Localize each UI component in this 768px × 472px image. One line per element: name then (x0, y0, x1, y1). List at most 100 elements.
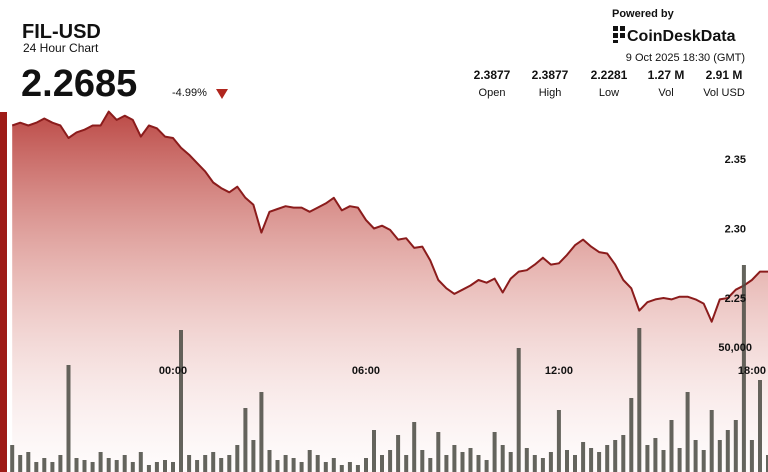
x-tick-label: 00:00 (159, 365, 187, 377)
volume-bar (98, 452, 103, 472)
volume-bar (203, 455, 208, 472)
volume-bar (380, 455, 384, 472)
price-line (11, 110, 768, 323)
volume-bar (492, 432, 497, 472)
stat-value: 2.91 M (706, 68, 743, 82)
volume-bar (460, 452, 465, 472)
volume-bar (42, 458, 47, 472)
volume-bar (637, 328, 642, 472)
volume-bar (154, 462, 159, 472)
volume-bar (725, 430, 730, 472)
volume-bar (114, 460, 119, 472)
brand: CoinDeskData (627, 28, 736, 45)
down-arrow (216, 89, 228, 99)
volume-bar (404, 455, 409, 472)
stat-value: 1.27 M (648, 68, 685, 82)
price: 2.2685 (21, 63, 137, 105)
volume-bar (468, 448, 473, 472)
volume-bar (299, 462, 304, 472)
x-tick-label: 12:00 (545, 365, 573, 377)
volume-bar (275, 460, 280, 472)
volume-bar (10, 445, 15, 472)
brand-logo (613, 26, 625, 43)
volume-bar (758, 380, 762, 472)
x-tick-label: 18:00 (738, 365, 766, 377)
volume-bar (82, 460, 87, 472)
volume-bar (420, 450, 425, 472)
volume-bar (388, 450, 393, 472)
volume-bar (58, 455, 63, 472)
volume-bar (645, 445, 650, 472)
volume-bar (444, 455, 449, 472)
volume-bar (629, 398, 634, 472)
volume-bar (130, 462, 135, 472)
volume-bar (669, 420, 674, 472)
volume-bar (307, 450, 312, 472)
volume-bar (18, 455, 23, 472)
stat-value: 2.3877 (474, 68, 511, 82)
volume-bar (661, 450, 666, 472)
volume-bar (355, 465, 360, 472)
volume-bar (90, 462, 95, 472)
volume-bar (685, 392, 690, 472)
volume-bar (195, 460, 200, 472)
volume-bar (251, 440, 256, 472)
volume-bar (323, 462, 328, 472)
volume-bar (227, 455, 232, 472)
volume-bar (516, 348, 521, 472)
volume-bar (235, 445, 240, 472)
volume-bar (500, 445, 505, 472)
volume-bar (259, 392, 264, 472)
volume-bar (291, 458, 296, 472)
volume-bar (693, 440, 698, 472)
volume-bar (171, 462, 175, 472)
volume-bar (122, 455, 127, 472)
volume-bar (733, 420, 738, 472)
volume-bar (677, 448, 682, 472)
volume-bar (653, 438, 658, 472)
change: -4.99% (172, 87, 207, 99)
volume-bar (219, 458, 224, 472)
stats: 2.3877 Open 2.3877 High 2.2281 Low 1.27 M Vol 2.… (474, 68, 745, 99)
volume-bar (146, 465, 151, 472)
x-tick-label: 06:00 (352, 365, 380, 377)
volume-bar (565, 450, 569, 472)
volume-bar (532, 455, 537, 472)
stat-label: High (539, 87, 562, 99)
volume-bar (66, 365, 71, 472)
volume-bar (540, 458, 545, 472)
powered-by: Powered by (612, 8, 675, 20)
volume-bar (428, 458, 433, 472)
volume-bar (436, 432, 441, 472)
stat-label: Low (599, 87, 619, 99)
volume-bar (476, 455, 481, 472)
volume-bar (452, 445, 457, 472)
stat-label: Vol (658, 87, 673, 99)
volume-bar (605, 445, 610, 472)
y-tick-label: 2.30 (725, 223, 746, 235)
volume-bar (613, 440, 618, 472)
volume-bar (211, 452, 216, 472)
stat-value: 2.2281 (591, 68, 628, 82)
volume-bar (597, 452, 602, 472)
volume-bar (50, 462, 55, 472)
plot-area (10, 110, 768, 472)
volume-bar (589, 448, 594, 472)
stat-value: 2.3877 (532, 68, 569, 82)
volume-bar (267, 450, 272, 472)
volume-bar (524, 448, 529, 472)
volume-bar (396, 435, 401, 472)
volume-bar (701, 450, 706, 472)
stat-label: Vol USD (703, 87, 745, 99)
volume-bar (179, 330, 183, 472)
volume-bar (709, 410, 714, 472)
volume-bar (106, 458, 111, 472)
volume-bar (243, 408, 248, 472)
volume-bar (581, 442, 586, 472)
price-area (12, 111, 768, 472)
volume-bar (26, 452, 31, 472)
volume-bar (372, 430, 376, 472)
left-stripe (0, 112, 7, 472)
volume-bar (315, 455, 320, 472)
